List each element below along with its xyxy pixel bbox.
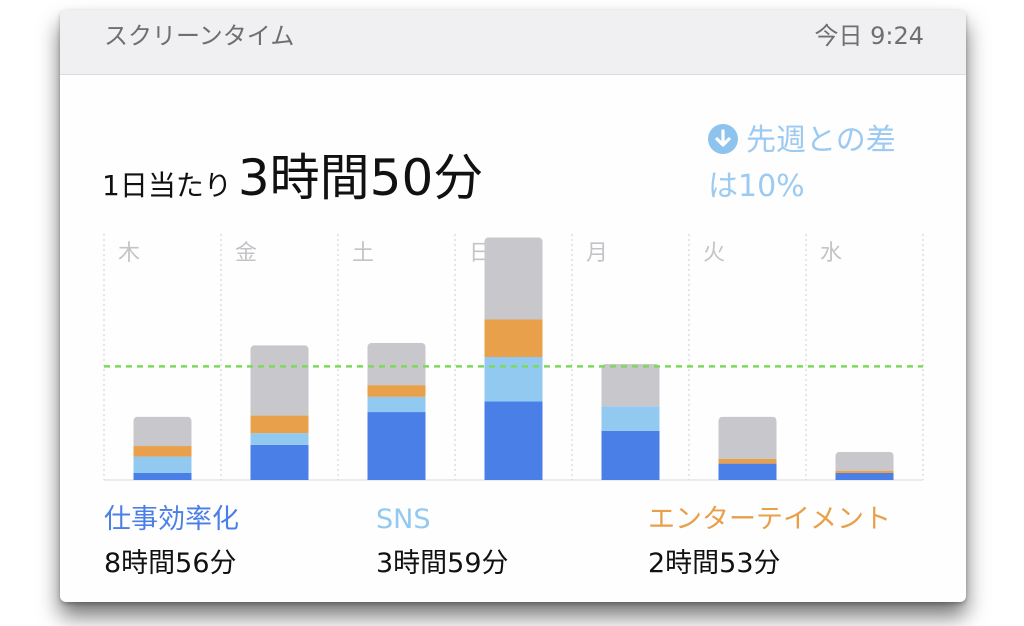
bar-0-segment-3 [133, 416, 192, 447]
bar-6-segment-2 [835, 470, 894, 473]
daily-average: 1日当たり 3時間50分 [102, 138, 483, 208]
widget-header: スクリーンタイム 今日 9:24 [60, 10, 966, 75]
legend-entertainment-time: 2時間53分 [648, 548, 781, 579]
daily-average-label: 1日当たり [102, 169, 232, 202]
bar-1-segment-3 [250, 345, 309, 416]
bar-1-segment-0 [250, 444, 309, 480]
bar-0-segment-0 [133, 472, 192, 480]
comparison-line1: 先週との差 [746, 123, 896, 158]
bar-4-segment-3 [601, 364, 660, 407]
daily-average-value: 3時間50分 [237, 149, 484, 207]
screen-time-widget[interactable]: スクリーンタイム 今日 9:24 1日当たり 3時間50分 先週との差 は10%… [60, 10, 966, 602]
widget-time: 今日 9:24 [814, 22, 924, 50]
bar-2-segment-2 [367, 385, 426, 397]
bar-5-segment-0 [718, 463, 777, 480]
bar-0-segment-2 [133, 446, 192, 457]
day-label-0: 木 [118, 241, 140, 266]
bar-2-segment-1 [367, 396, 426, 413]
bar-3-segment-2 [484, 319, 543, 357]
usage-bar-chart: 木金土日月火水 [103, 234, 924, 481]
day-label-4: 月 [586, 241, 608, 266]
legend-sns-name: SNS [376, 504, 431, 535]
bar-3-segment-3 [484, 237, 543, 320]
bar-0-segment-1 [133, 456, 192, 473]
bar-5-segment-2 [718, 458, 777, 464]
legend-sns-time: 3時間59分 [376, 548, 509, 579]
weekly-comparison: 先週との差 は10% [708, 118, 938, 210]
widget-title: スクリーンタイム [104, 22, 295, 50]
bar-2-segment-0 [367, 412, 426, 480]
arrow-down-circle-icon [708, 124, 738, 154]
bar-1-segment-2 [250, 415, 309, 434]
legend-productivity-time: 8時間56分 [104, 548, 237, 579]
comparison-line2: は10% [708, 169, 805, 204]
legend-productivity-name: 仕事効率化 [104, 504, 239, 535]
bar-3-segment-1 [484, 357, 543, 402]
day-label-1: 金 [235, 241, 257, 266]
legend-entertainment-name: エンターテイメント [648, 504, 891, 535]
bar-4-segment-0 [601, 430, 660, 480]
day-label-6: 水 [820, 241, 842, 266]
bar-6-segment-0 [835, 472, 894, 480]
bar-5-segment-3 [718, 416, 777, 459]
bar-2-segment-3 [367, 342, 426, 386]
bar-6-segment-3 [835, 451, 894, 471]
day-label-2: 土 [352, 241, 374, 266]
day-label-5: 火 [703, 241, 725, 266]
bar-1-segment-1 [250, 433, 309, 445]
bar-4-segment-1 [601, 406, 660, 431]
bar-3-segment-0 [484, 401, 543, 480]
